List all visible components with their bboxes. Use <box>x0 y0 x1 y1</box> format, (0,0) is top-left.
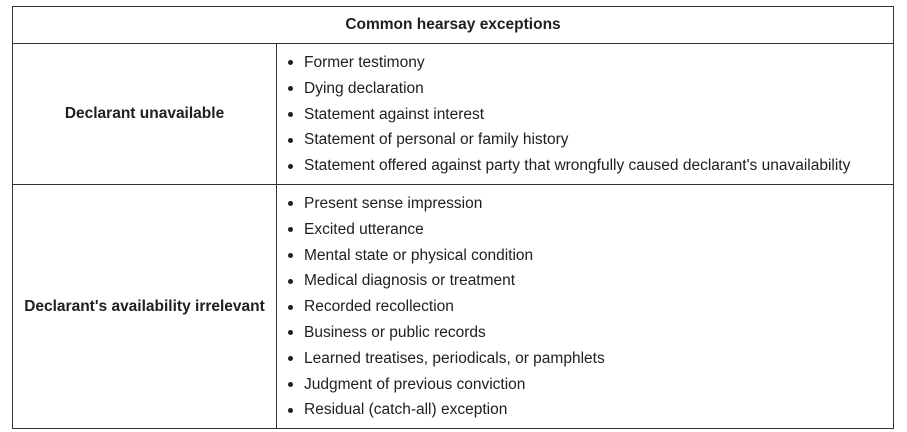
bullet-icon <box>288 201 293 207</box>
list-item-text: Statement offered against party that wro… <box>304 157 851 175</box>
exceptions-cell: Former testimony Dying declaration State… <box>276 43 894 185</box>
list-item-text: Medical diagnosis or treatment <box>304 272 516 290</box>
list-item: Recorded recollection <box>277 294 893 320</box>
list-item: Excited utterance <box>277 217 893 243</box>
list-item: Medical diagnosis or treatment <box>277 268 893 294</box>
bullet-icon <box>288 407 293 413</box>
list-item-text: Present sense impression <box>304 194 483 212</box>
bullet-icon <box>288 86 293 92</box>
list-item-text: Residual (catch-all) exception <box>304 401 508 419</box>
table-header-row: Common hearsay exceptions <box>12 6 894 44</box>
list-item: Residual (catch-all) exception <box>277 397 893 423</box>
list-item: Statement of personal or family history <box>277 127 893 153</box>
bullet-icon <box>288 381 293 387</box>
exceptions-list: Former testimony Dying declaration State… <box>277 44 893 184</box>
exceptions-list: Present sense impression Excited utteran… <box>277 185 893 428</box>
bullet-icon <box>288 356 293 362</box>
list-item-text: Statement of personal or family history <box>304 131 569 149</box>
table-row-availability-irrelevant: Declarant's availability irrelevant Pres… <box>12 183 894 430</box>
list-item-text: Learned treatises, periodicals, or pamph… <box>304 349 605 367</box>
hearsay-table-container: Common hearsay exceptions Declarant unav… <box>12 6 894 430</box>
bullet-icon <box>288 278 293 284</box>
list-item: Former testimony <box>277 50 893 76</box>
bullet-icon <box>288 111 293 117</box>
list-item: Mental state or physical condition <box>277 243 893 269</box>
list-item-text: Dying declaration <box>304 79 424 97</box>
bullet-icon <box>288 163 293 169</box>
list-item-text: Mental state or physical condition <box>304 246 534 264</box>
list-item: Statement against interest <box>277 102 893 128</box>
list-item: Present sense impression <box>277 191 893 217</box>
list-item: Dying declaration <box>277 76 893 102</box>
bullet-icon <box>288 330 293 336</box>
list-item-text: Statement against interest <box>304 105 485 123</box>
list-item: Learned treatises, periodicals, or pamph… <box>277 346 893 372</box>
bullet-icon <box>288 304 293 310</box>
table-title: Common hearsay exceptions <box>12 6 894 44</box>
list-item: Judgment of previous conviction <box>277 372 893 398</box>
list-item-text: Business or public records <box>304 323 486 341</box>
bullet-icon <box>288 60 293 66</box>
list-item-text: Excited utterance <box>304 220 424 238</box>
bullet-icon <box>288 252 293 258</box>
category-cell: Declarant unavailable <box>12 43 277 185</box>
list-item: Statement offered against party that wro… <box>277 153 893 179</box>
list-item-text: Judgment of previous conviction <box>304 375 526 393</box>
exceptions-cell: Present sense impression Excited utteran… <box>276 183 894 430</box>
list-item-text: Former testimony <box>304 54 425 71</box>
bullet-icon <box>288 137 293 143</box>
list-item: Business or public records <box>277 320 893 346</box>
category-cell: Declarant's availability irrelevant <box>12 183 277 430</box>
hearsay-exceptions-table: Common hearsay exceptions Declarant unav… <box>12 6 894 430</box>
table-row-declarant-unavailable: Declarant unavailable Former testimony D… <box>12 43 894 185</box>
bullet-icon <box>288 227 293 233</box>
list-item-text: Recorded recollection <box>304 298 454 316</box>
